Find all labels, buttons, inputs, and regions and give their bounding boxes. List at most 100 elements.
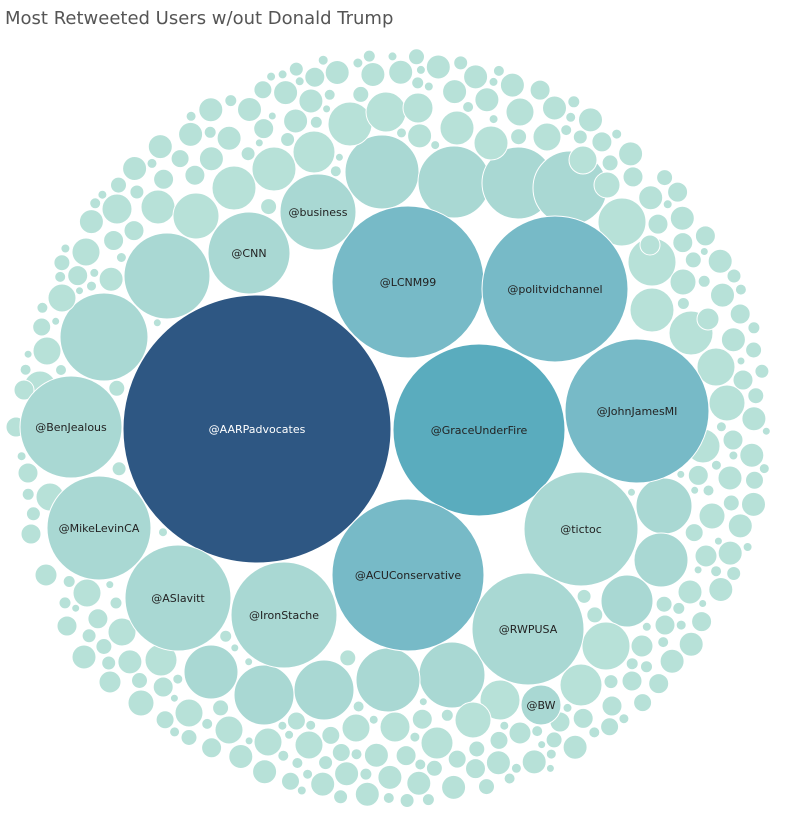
small-bubble[interactable] [53, 254, 71, 272]
small-bubble[interactable] [172, 673, 184, 685]
small-bubble[interactable] [153, 168, 175, 190]
unlabeled-bubble[interactable] [696, 307, 720, 331]
small-bubble[interactable] [618, 141, 644, 167]
small-bubble[interactable] [281, 771, 300, 791]
small-bubble[interactable] [203, 125, 217, 139]
small-bubble[interactable] [152, 676, 174, 698]
small-bubble[interactable] [321, 725, 341, 745]
small-bubble[interactable] [122, 156, 148, 181]
small-bubble[interactable] [648, 673, 670, 695]
small-bubble[interactable] [578, 107, 603, 133]
small-bubble[interactable] [377, 764, 403, 790]
unlabeled-bubble[interactable] [127, 689, 155, 717]
small-bubble[interactable] [147, 134, 173, 160]
small-bubble[interactable] [359, 767, 373, 781]
small-bubble[interactable] [747, 387, 765, 405]
unlabeled-bubble[interactable] [597, 197, 647, 247]
small-bubble[interactable] [601, 154, 619, 172]
unlabeled-bubble[interactable] [172, 192, 220, 240]
small-bubble[interactable] [105, 580, 115, 590]
small-bubble[interactable] [576, 588, 592, 604]
unlabeled-bubble[interactable] [593, 171, 621, 199]
unlabeled-bubble[interactable] [669, 268, 697, 296]
small-bubble[interactable] [253, 118, 275, 140]
small-bubble[interactable] [657, 636, 670, 649]
small-bubble[interactable] [201, 717, 214, 730]
small-bubble[interactable] [305, 719, 317, 731]
small-bubble[interactable] [442, 79, 468, 105]
unlabeled-bubble[interactable] [72, 578, 102, 608]
small-bubble[interactable] [396, 127, 407, 139]
unlabeled-bubble[interactable] [107, 617, 137, 647]
small-bubble[interactable] [310, 771, 336, 797]
unlabeled-bubble[interactable] [211, 165, 257, 211]
unlabeled-bubble[interactable] [13, 379, 35, 401]
small-bubble[interactable] [758, 463, 770, 475]
unlabeled-bubble[interactable] [420, 726, 454, 760]
unlabeled-bubble[interactable] [123, 232, 211, 320]
small-bubble[interactable] [545, 763, 555, 773]
unlabeled-bubble[interactable] [251, 146, 297, 192]
unlabeled-bubble[interactable] [417, 145, 491, 219]
unlabeled-bubble[interactable] [454, 701, 492, 739]
small-bubble[interactable] [129, 184, 145, 200]
small-bubble[interactable] [23, 349, 33, 359]
small-bubble[interactable] [690, 485, 700, 495]
small-bubble[interactable] [87, 608, 109, 630]
bubble-rwpusa[interactable] [471, 572, 585, 686]
bubble-graceunderfire[interactable] [392, 343, 566, 517]
bubble-benjealous[interactable] [19, 375, 123, 479]
unlabeled-bubble[interactable] [71, 644, 97, 670]
unlabeled-bubble[interactable] [140, 189, 176, 225]
unlabeled-bubble[interactable] [479, 679, 521, 721]
small-bubble[interactable] [676, 297, 690, 310]
small-bubble[interactable] [591, 131, 613, 153]
small-bubble[interactable] [97, 189, 108, 200]
small-bubble[interactable] [237, 97, 262, 122]
small-bubble[interactable] [219, 629, 233, 643]
small-bubble[interactable] [641, 621, 652, 632]
small-bubble[interactable] [291, 757, 304, 769]
small-bubble[interactable] [198, 97, 224, 123]
small-bubble[interactable] [216, 125, 242, 151]
small-bubble[interactable] [742, 542, 753, 552]
small-bubble[interactable] [115, 252, 127, 263]
small-bubble[interactable] [691, 611, 713, 633]
small-bubble[interactable] [388, 59, 414, 85]
small-bubble[interactable] [228, 744, 254, 769]
unlabeled-bubble[interactable] [101, 193, 133, 225]
small-bubble[interactable] [382, 792, 395, 804]
small-bubble[interactable] [708, 577, 734, 602]
small-bubble[interactable] [736, 356, 746, 366]
small-bubble[interactable] [277, 749, 290, 762]
small-bubble[interactable] [111, 461, 127, 477]
small-bubble[interactable] [58, 596, 72, 610]
small-bubble[interactable] [298, 88, 324, 114]
small-bubble[interactable] [545, 748, 557, 760]
small-bubble[interactable] [363, 742, 389, 768]
unlabeled-bubble[interactable] [294, 730, 324, 760]
small-bubble[interactable] [684, 523, 704, 543]
small-bubble[interactable] [131, 672, 148, 689]
small-bubble[interactable] [697, 274, 711, 288]
small-bubble[interactable] [395, 745, 417, 767]
unlabeled-bubble[interactable] [600, 574, 654, 628]
unlabeled-bubble[interactable] [418, 641, 486, 709]
small-bubble[interactable] [707, 248, 733, 274]
small-bubble[interactable] [324, 60, 350, 85]
unlabeled-bubble[interactable] [34, 563, 58, 587]
small-bubble[interactable] [334, 152, 344, 162]
unlabeled-bubble[interactable] [568, 145, 598, 175]
small-bubble[interactable] [702, 484, 715, 497]
small-bubble[interactable] [317, 54, 329, 66]
small-bubble[interactable] [411, 76, 425, 90]
small-bubble[interactable] [267, 111, 277, 121]
small-bubble[interactable] [368, 714, 379, 725]
small-bubble[interactable] [567, 95, 581, 109]
small-bubble[interactable] [352, 57, 364, 69]
small-bubble[interactable] [430, 140, 441, 151]
unlabeled-bubble[interactable] [233, 664, 295, 726]
unlabeled-bubble[interactable] [439, 110, 475, 146]
small-bubble[interactable] [169, 693, 179, 703]
small-bubble[interactable] [283, 108, 309, 134]
